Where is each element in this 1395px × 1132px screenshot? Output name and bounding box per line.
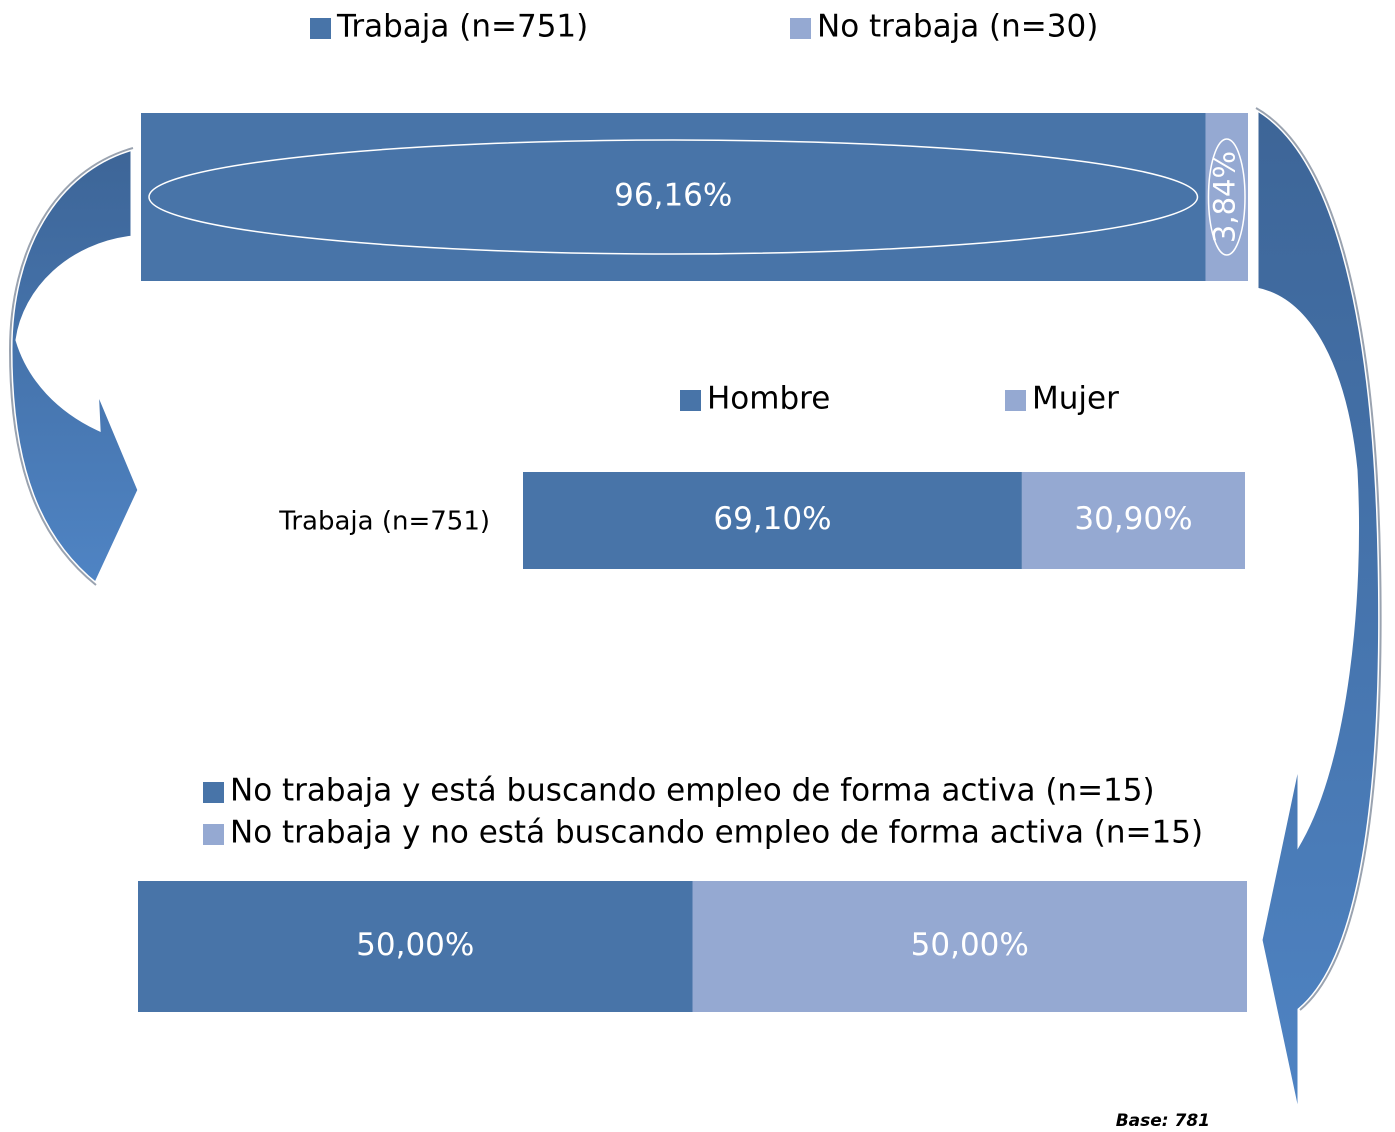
arrow-right-outline [1255, 107, 1382, 1011]
arrow-left-outline [8, 147, 134, 586]
arrow-left [7, 144, 143, 589]
legend-swatch [790, 18, 811, 39]
bar-segment [692, 881, 1247, 1012]
footnote: Base: 781 [1116, 1111, 1210, 1131]
legend-swatch [203, 782, 224, 803]
value-label: 96,16% [614, 178, 732, 214]
value-label: 30,90% [1074, 501, 1192, 537]
label-outline [1207, 138, 1246, 256]
legend-label: Hombre [707, 381, 830, 417]
bar-segment [523, 472, 1022, 569]
legend-label: Trabaja (n=751) [336, 9, 588, 45]
bar-segment [1021, 472, 1245, 569]
label-outline [148, 139, 1199, 255]
value-label: 50,00% [911, 927, 1029, 963]
legend-label: Mujer [1032, 381, 1119, 417]
legend-swatch [1005, 390, 1026, 411]
legend-swatch [203, 824, 224, 845]
value-label: 69,10% [713, 501, 831, 537]
category-label: Trabaja (n=751) [278, 507, 490, 537]
arrow-right [1253, 103, 1384, 1129]
bar-segment [141, 113, 1206, 281]
value-label: 50,00% [356, 927, 474, 963]
bar-segment [1205, 113, 1248, 281]
legend-swatch [310, 18, 331, 39]
legend-label: No trabaja y está buscando empleo de for… [230, 773, 1155, 809]
value-label: 3,84% [1208, 151, 1242, 243]
legend-label: No trabaja (n=30) [817, 9, 1098, 45]
bar-segment [138, 881, 693, 1012]
legend-swatch [680, 390, 701, 411]
legend-label: No trabaja y no está buscando empleo de … [230, 815, 1203, 851]
